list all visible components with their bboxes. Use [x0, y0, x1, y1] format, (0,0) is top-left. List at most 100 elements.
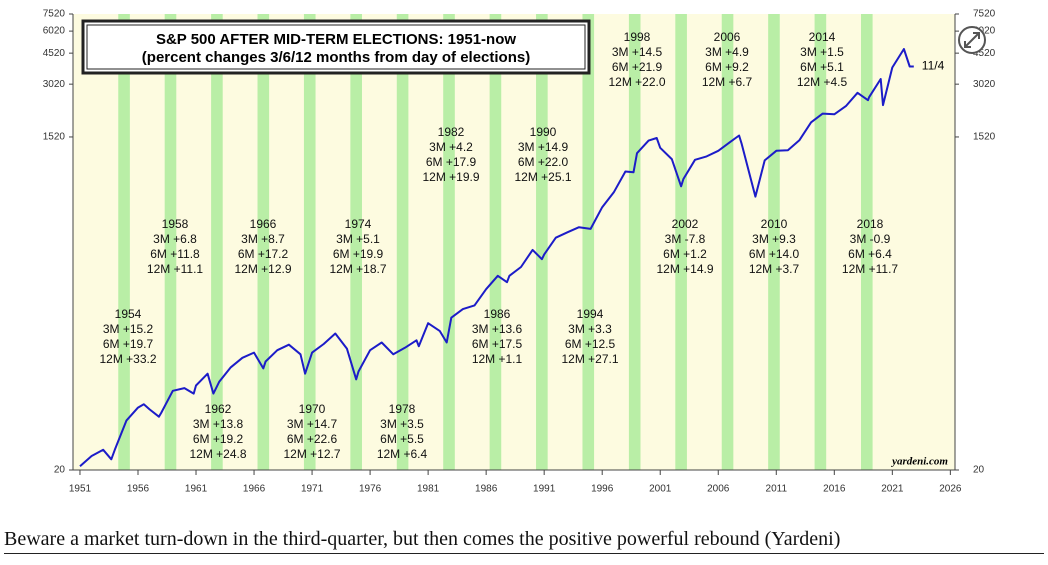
annotation-line: 12M +33.2: [99, 352, 156, 366]
annotation-line: 6M +19.7: [103, 337, 154, 351]
annotation-line: 3M +3.5: [380, 417, 424, 431]
annotation-line: 12M +11.1: [147, 262, 203, 276]
annotation-year: 1962: [205, 402, 232, 416]
annotation-line: 3M +13.8: [193, 417, 244, 431]
chart: 20 20 1520 1520 3020 3020 4520 4520 6020 6020 7520…: [43, 9, 996, 495]
y-tick-label-right: 7520: [973, 9, 996, 20]
y-tick-label-right: 20: [973, 465, 985, 476]
annotation-line: 12M +6.4: [377, 447, 428, 461]
x-tick-label: 2001: [649, 484, 672, 495]
chart-title: S&P 500 AFTER MID-TERM ELECTIONS: 1951-n…: [156, 31, 516, 48]
x-tick-label: 1971: [301, 484, 324, 495]
election-band: [303, 14, 316, 470]
y-tick-label: 4520: [43, 48, 66, 59]
x-tick-label: 2011: [766, 484, 788, 495]
chart-subtitle: (percent changes 3/6/12 months from day …: [142, 49, 530, 66]
election-band: [628, 14, 641, 470]
annotation-line: 3M +14.7: [287, 417, 338, 431]
annotation-year: 1970: [299, 402, 326, 416]
x-tick-label: 1996: [591, 484, 614, 495]
x-tick-label: 1981: [417, 484, 440, 495]
y-tick-label: 20: [54, 465, 66, 476]
annotation-line: 3M +4.9: [705, 45, 749, 59]
annotation-line: 6M +17.2: [238, 247, 289, 261]
annotation-line: 3M +6.8: [153, 232, 197, 246]
annotation-line: 12M +25.1: [514, 170, 571, 184]
annotation-line: 6M +1.2: [663, 247, 707, 261]
annotation-line: 6M +17.5: [472, 337, 523, 351]
y-tick-label-right: 4520: [973, 48, 996, 59]
election-band: [211, 14, 223, 470]
x-tick-label: 1991: [533, 484, 556, 495]
election-band: [536, 14, 548, 470]
y-tick-label-right: 3020: [973, 79, 996, 90]
annotation-line: 12M +12.9: [234, 262, 291, 276]
annotation-line: 6M +22.6: [287, 432, 338, 446]
annotation-year: 1982: [438, 125, 465, 139]
annotation-line: 12M +24.8: [189, 447, 246, 461]
x-tick-label: 1951: [69, 484, 92, 495]
annotation-line: 12M +18.7: [329, 262, 386, 276]
y-tick-label-right: 1520: [973, 132, 996, 143]
annotation-line: 3M +9.3: [752, 232, 796, 246]
annotation-line: 6M +11.8: [150, 247, 200, 261]
x-tick-label: 2016: [823, 484, 846, 495]
annotation-line: 3M +5.1: [336, 232, 380, 246]
y-tick-label: 3020: [43, 79, 66, 90]
election-band: [118, 14, 130, 470]
annotation-year: 2010: [761, 217, 788, 231]
election-band: [164, 14, 177, 470]
x-tick-label: 1976: [359, 484, 382, 495]
election-band: [814, 14, 827, 470]
annotation-line: 6M +14.0: [749, 247, 800, 261]
source: yardeni.com: [890, 456, 948, 468]
election-band: [257, 14, 270, 470]
annotation-year: 1974: [345, 217, 372, 231]
election-band: [489, 14, 502, 470]
caption: Beware a market turn-down in the third-q…: [4, 528, 1044, 554]
annotation-line: 12M +3.7: [749, 262, 800, 276]
election-band: [582, 14, 595, 470]
x-tick-label: 1986: [475, 484, 498, 495]
y-tick-label-right: 6020: [973, 26, 996, 37]
y-tick-label: 6020: [43, 26, 66, 37]
annotation-year: 1986: [484, 307, 511, 321]
election-band: [396, 14, 409, 470]
annotation-line: 3M +3.3: [568, 322, 612, 336]
title-box-inner: [86, 24, 586, 70]
annotation-line: 12M +1.1: [472, 352, 523, 366]
annotation-year: 1998: [624, 30, 651, 44]
annotation-year: 1990: [530, 125, 557, 139]
annotation-line: 3M -7.8: [665, 232, 706, 246]
annotation-line: 6M +22.0: [518, 155, 569, 169]
annotation-line: 3M +13.6: [472, 322, 523, 336]
annotation-line: 3M +4.2: [429, 140, 473, 154]
annotation-year: 2014: [809, 30, 836, 44]
annotation-line: 3M +1.5: [800, 45, 844, 59]
annotation-line: 6M +9.2: [705, 60, 749, 74]
annotation-line: 6M +19.2: [193, 432, 244, 446]
x-tick-label: 1961: [185, 484, 208, 495]
expand-icon[interactable]: [958, 26, 986, 54]
annotation-line: 12M +11.7: [842, 262, 898, 276]
election-band: [443, 14, 455, 470]
annotation-year: 1954: [115, 307, 142, 321]
annotation-line: 6M +19.9: [333, 247, 384, 261]
election-band: [350, 14, 362, 470]
annotation-line: 12M +22.0: [608, 75, 665, 89]
election-band: [860, 14, 873, 470]
annotation-line: 12M +6.7: [702, 75, 753, 89]
title-box: [81, 19, 591, 75]
annotation-year: 1994: [577, 307, 604, 321]
annotation-line: 3M +15.2: [103, 322, 154, 336]
x-tick-label: 2006: [707, 484, 730, 495]
index-line: [79, 48, 914, 467]
x-tick-label: 2021: [881, 484, 904, 495]
election-band: [675, 14, 687, 470]
annotation-line: 3M +8.7: [241, 232, 285, 246]
annotation-year: 1966: [250, 217, 277, 231]
election-band: [721, 14, 734, 470]
annotation-line: 12M +4.5: [797, 75, 848, 89]
annotation-year: 2002: [672, 217, 699, 231]
